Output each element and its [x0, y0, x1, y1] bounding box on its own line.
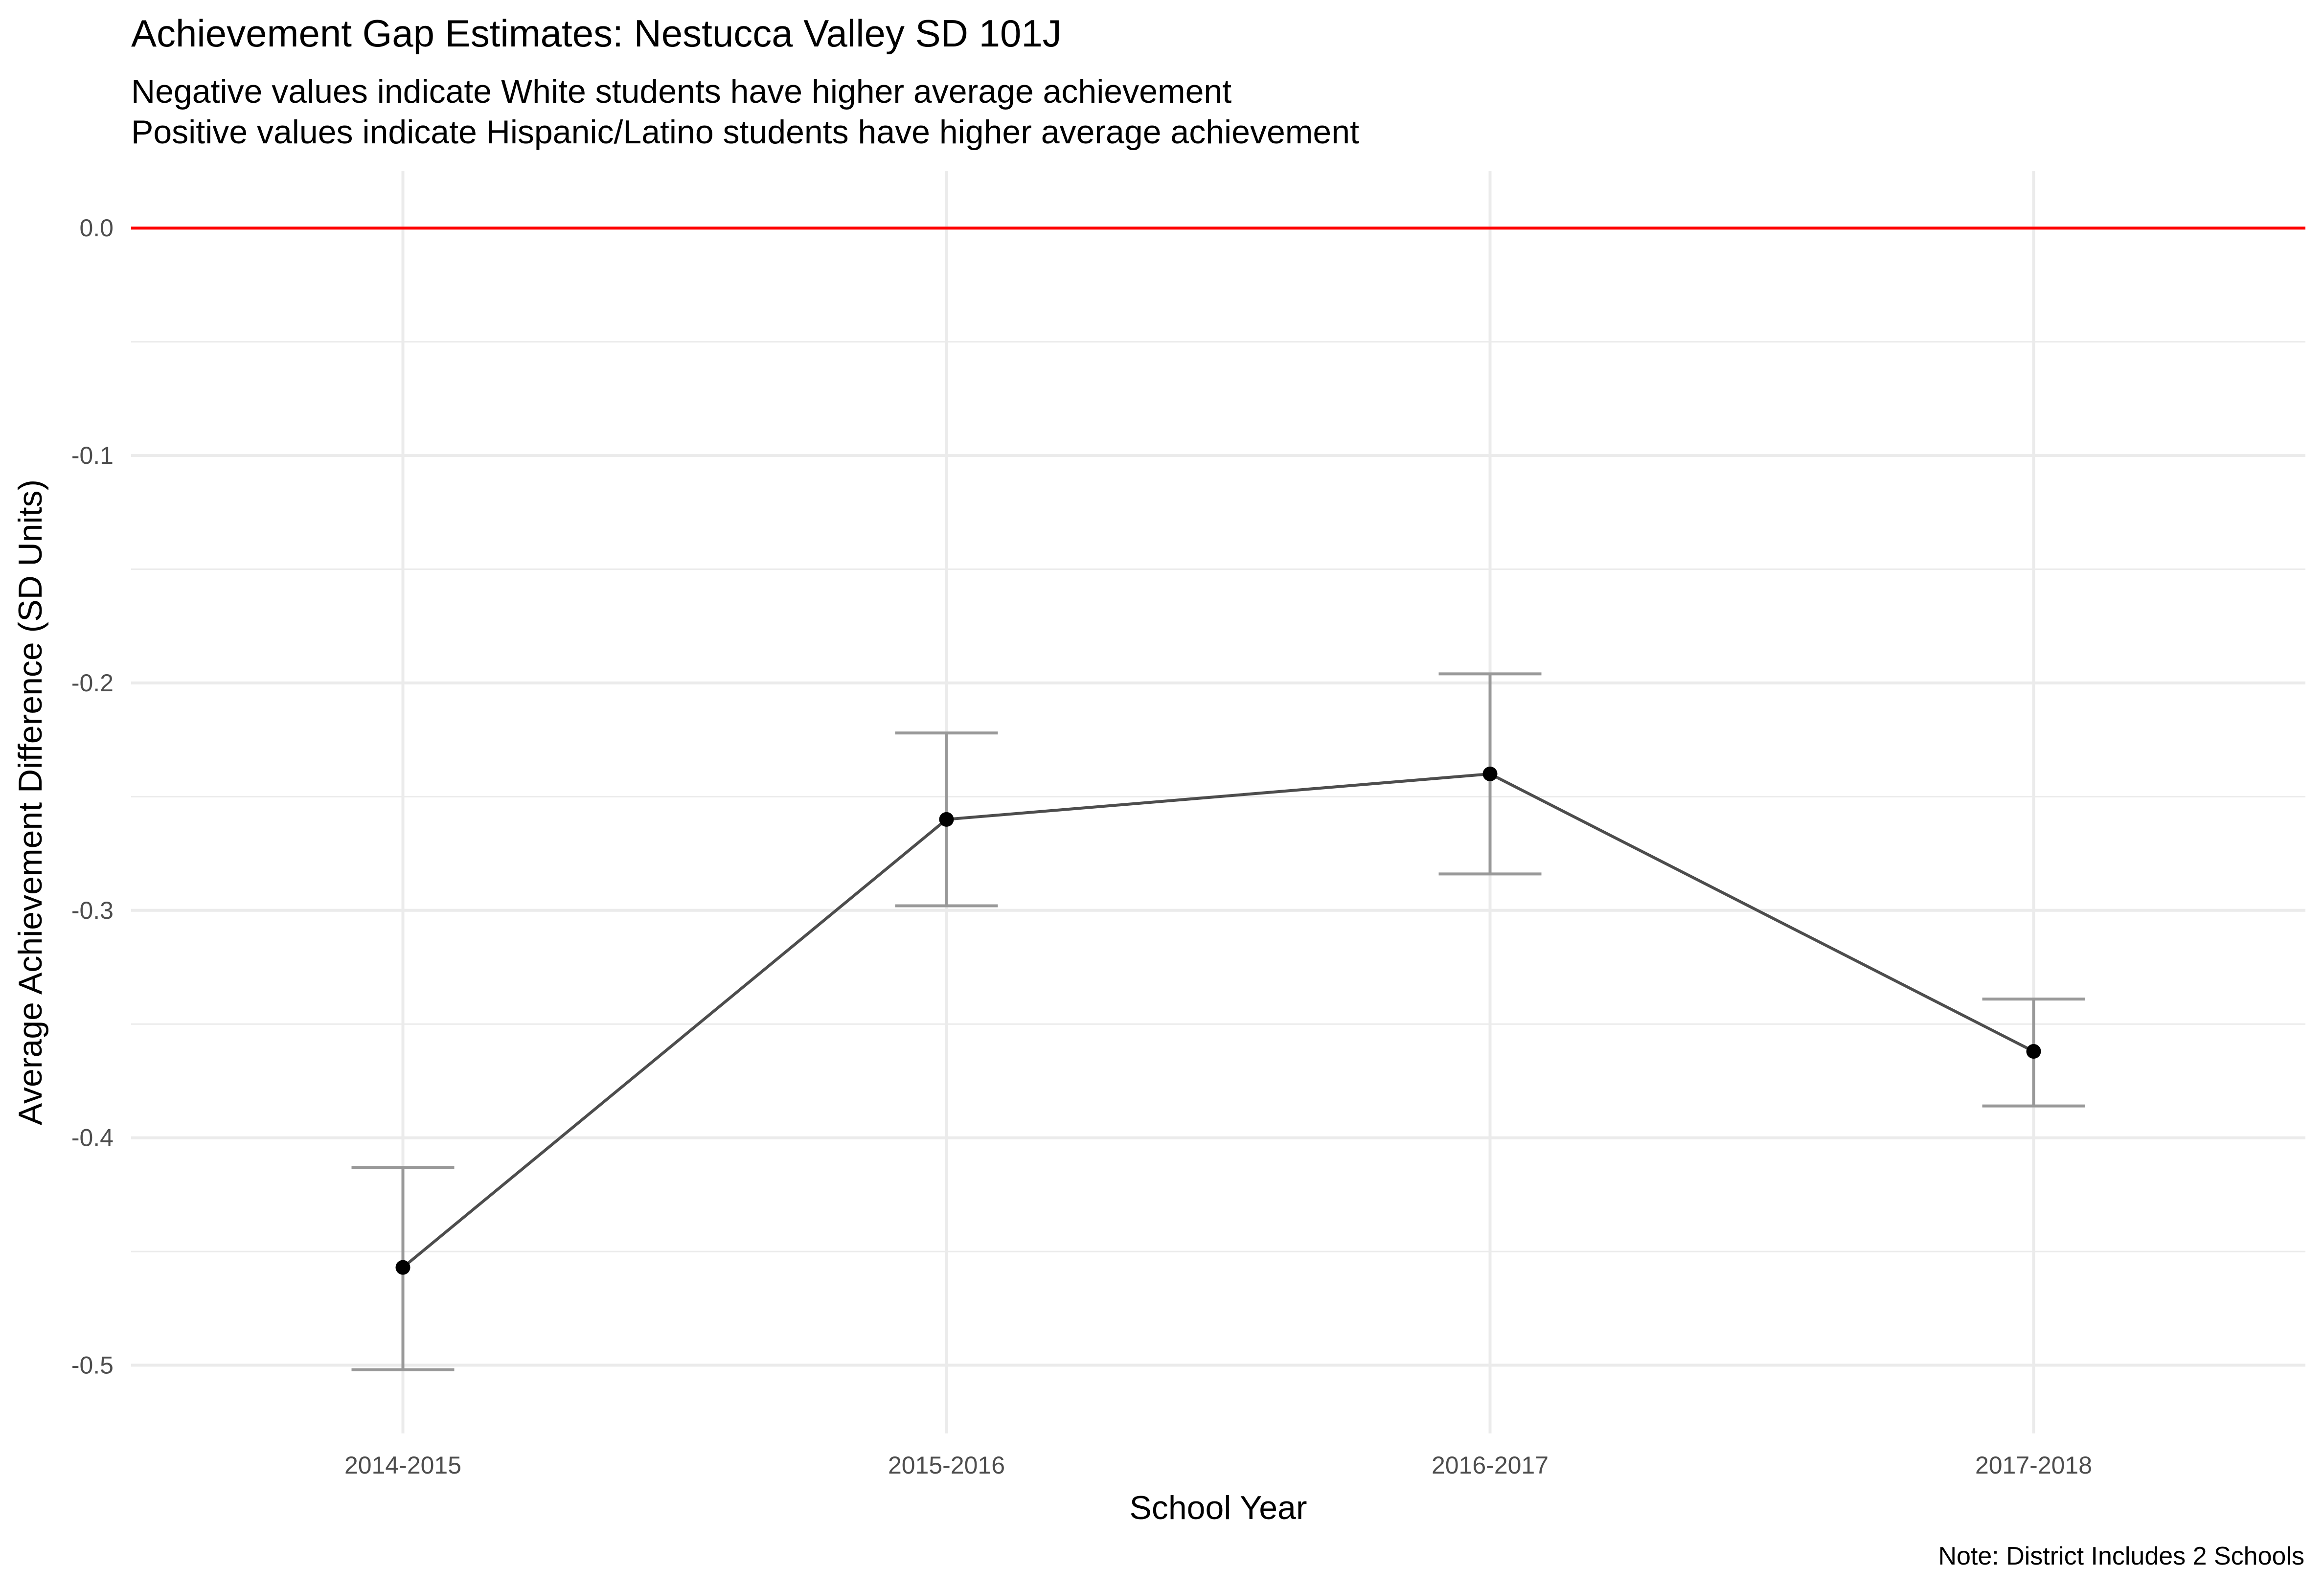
y-tick-label: 0.0 [79, 214, 114, 242]
data-point [1482, 766, 1498, 781]
y-tick-label: -0.4 [71, 1124, 114, 1152]
y-axis-tick-labels: 0.0 -0.1 -0.2 -0.3 -0.4 -0.5 [71, 214, 114, 1379]
x-axis-title: School Year [1130, 1489, 1307, 1526]
chart-subtitle-line-1: Negative values indicate White students … [131, 73, 1231, 110]
chart-subtitle-line-2: Positive values indicate Hispanic/Latino… [131, 114, 1359, 151]
x-axis-tick-labels: 2014-2015 2015-2016 2016-2017 2017-2018 [344, 1452, 2092, 1479]
y-tick-label: -0.2 [71, 669, 114, 697]
x-tick-label: 2014-2015 [344, 1452, 461, 1479]
y-tick-label: -0.1 [71, 442, 114, 469]
chart-caption: Note: District Includes 2 Schools [1938, 1542, 2304, 1570]
x-tick-label: 2015-2016 [888, 1452, 1005, 1479]
data-point [395, 1260, 410, 1275]
x-tick-label: 2016-2017 [1432, 1452, 1549, 1479]
data-points [395, 766, 2041, 1275]
chart-title: Achievement Gap Estimates: Nestucca Vall… [131, 12, 1062, 55]
y-tick-label: -0.3 [71, 897, 114, 924]
y-axis-title: Average Achievement Difference (SD Units… [12, 479, 49, 1125]
error-bars [351, 672, 2085, 1371]
data-point [2026, 1044, 2041, 1059]
series-line [402, 772, 2034, 1269]
y-tick-label: -0.5 [71, 1352, 114, 1379]
major-gridlines [131, 171, 2305, 1433]
data-point [939, 812, 954, 827]
x-tick-label: 2017-2018 [1975, 1452, 2092, 1479]
series-line-layer [402, 772, 2034, 1269]
